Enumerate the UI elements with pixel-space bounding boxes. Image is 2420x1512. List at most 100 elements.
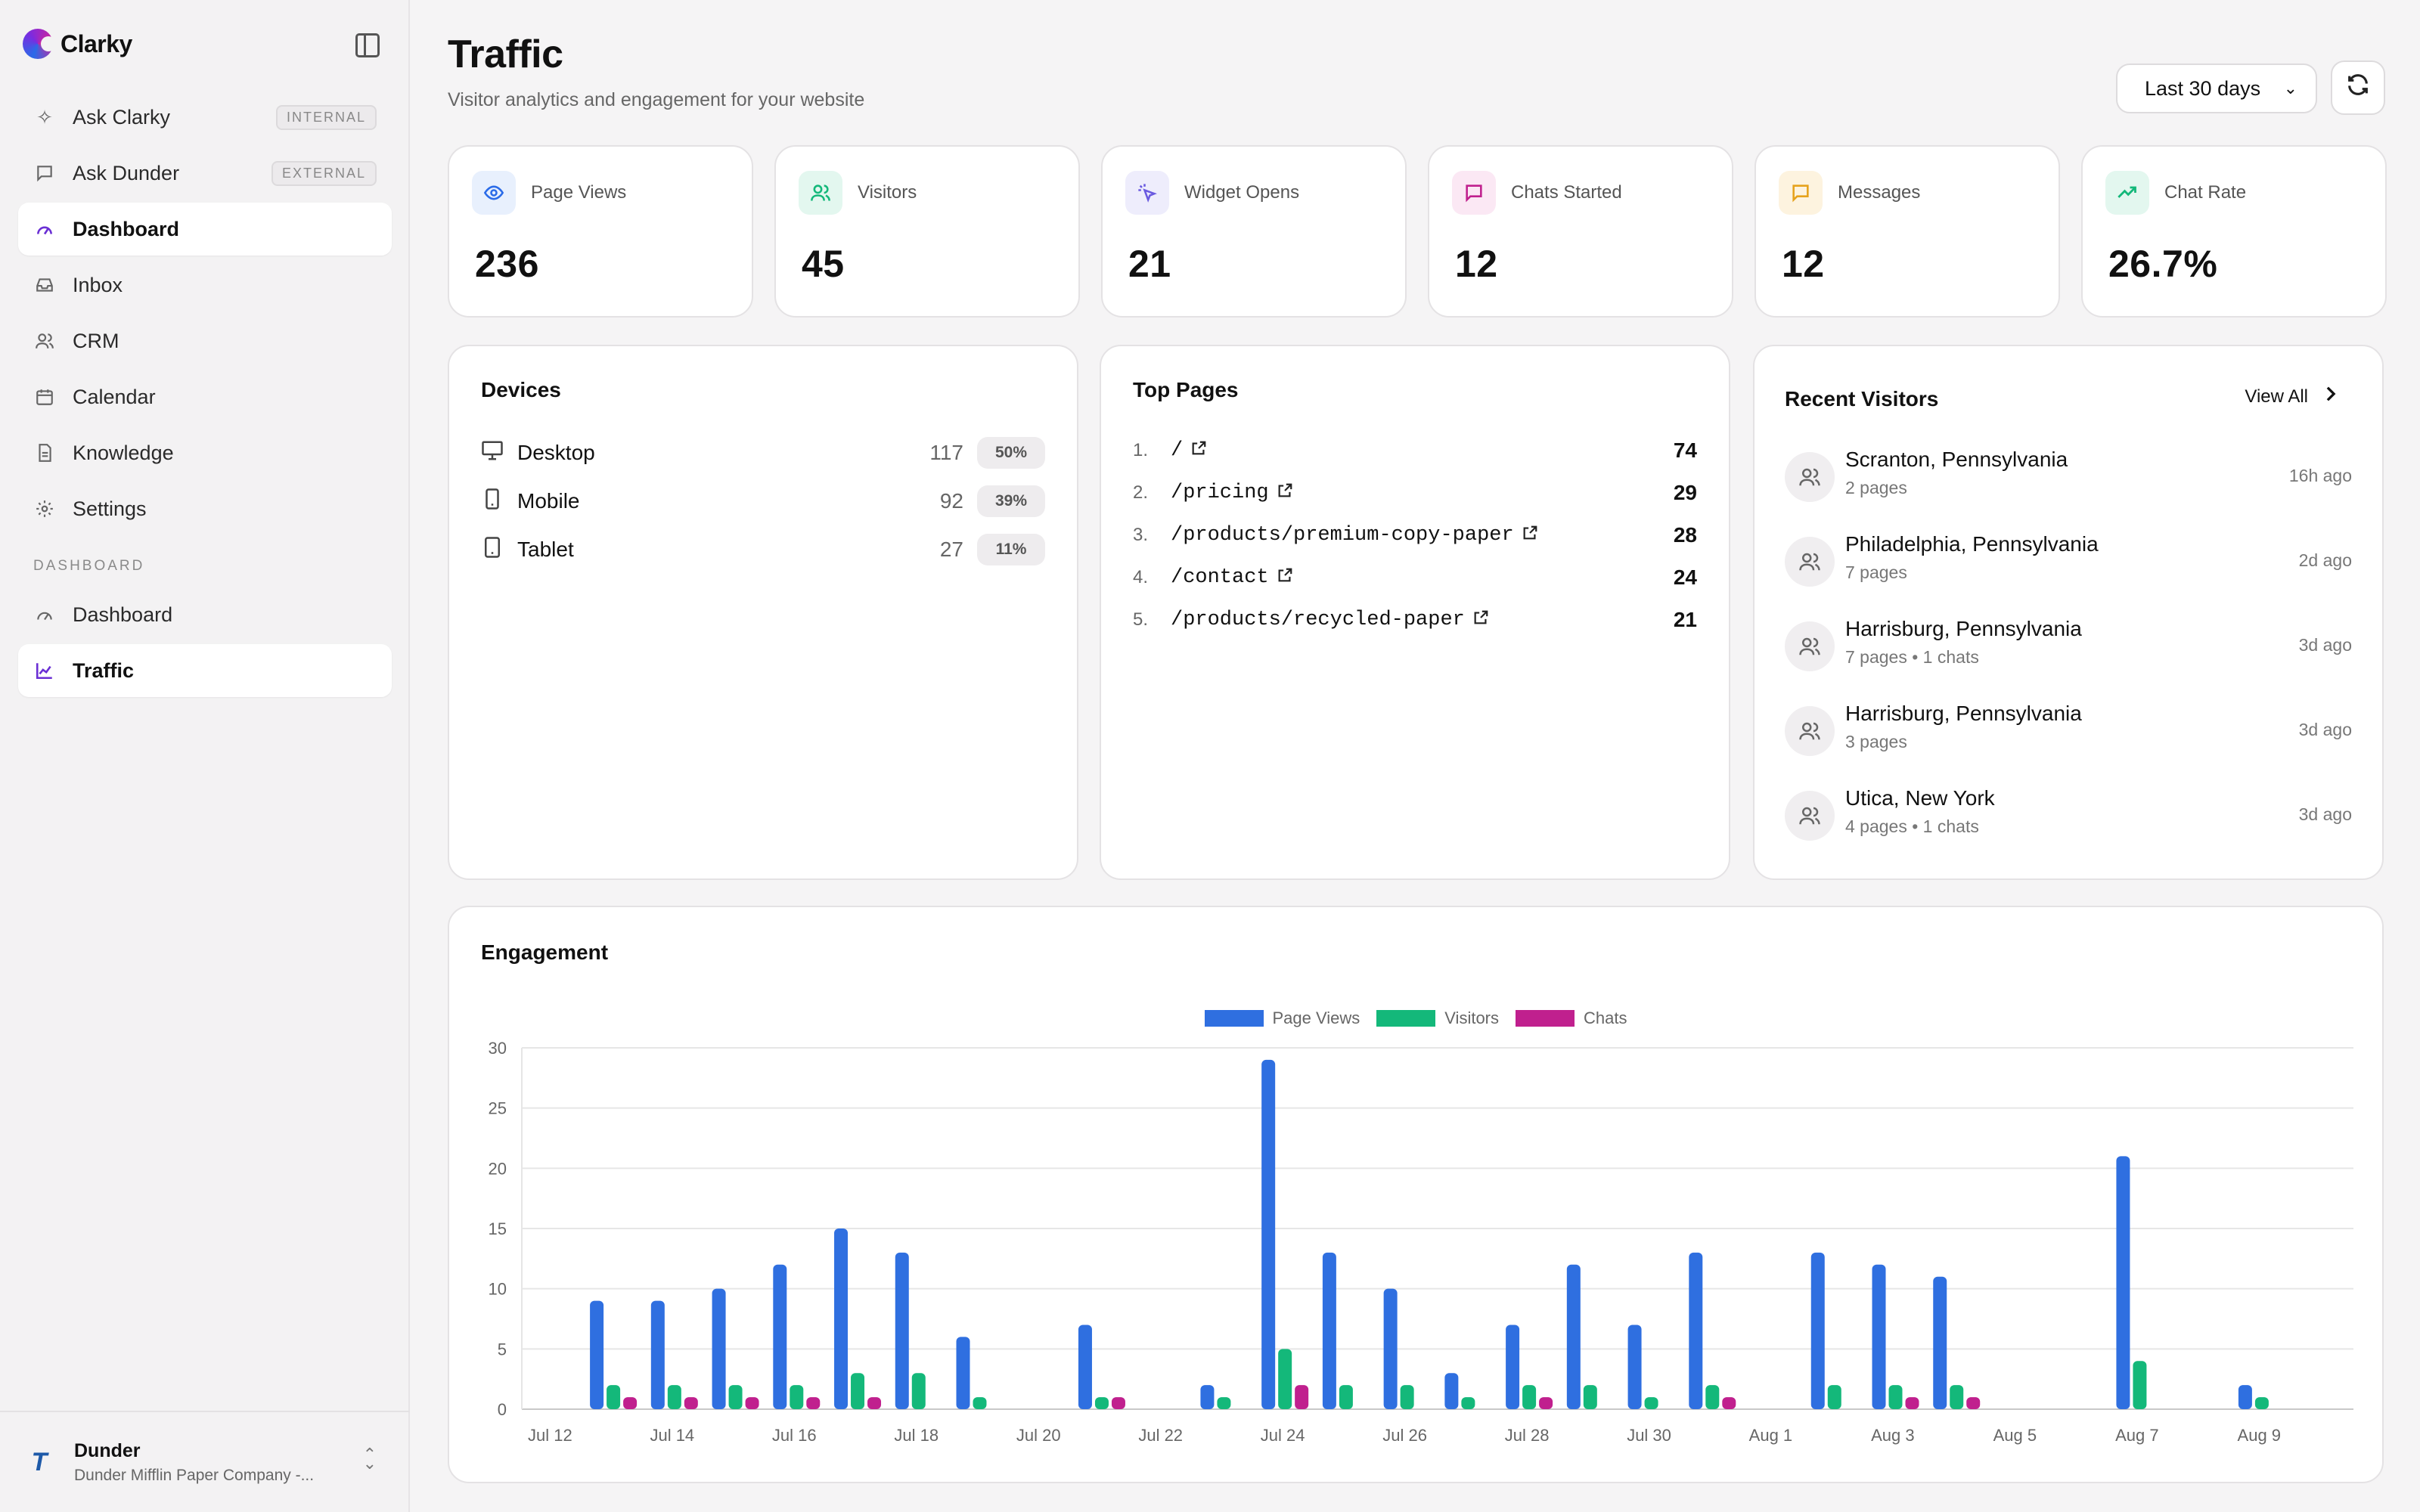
bar-page-views — [1689, 1252, 1703, 1409]
sidebar-item-label: Dashboard — [73, 603, 173, 626]
users-icon — [1785, 452, 1835, 502]
bar-page-views — [2238, 1385, 2252, 1409]
refresh-button[interactable] — [2331, 60, 2385, 115]
visitor-row[interactable]: Harrisburg, Pennsylvania 3 pages 3d ago — [1785, 697, 2352, 765]
bar-page-views — [1444, 1373, 1459, 1409]
top-page-row: 1. / 74 — [1133, 434, 1697, 467]
visitor-meta: 3 pages — [1845, 732, 1907, 751]
x-tick-label: Jul 30 — [1627, 1426, 1671, 1445]
external-link-icon[interactable] — [1190, 440, 1207, 461]
chevron-right-icon — [2325, 386, 2337, 407]
date-range-select[interactable]: Last 30 days ⌄ — [2116, 64, 2317, 113]
legend-item[interactable]: Page Views — [1204, 1009, 1360, 1028]
sidebar-item-calendar[interactable]: Calendar — [18, 370, 392, 423]
trend-up-icon — [2105, 171, 2149, 215]
engagement-title: Engagement — [481, 940, 609, 964]
external-link-icon[interactable] — [1277, 482, 1293, 503]
bar-visitors — [1644, 1397, 1658, 1409]
sidebar-toggle-icon[interactable] — [355, 33, 380, 57]
bar-page-views — [1200, 1385, 1215, 1409]
top-page-path-link[interactable]: / — [1171, 439, 1184, 462]
visitor-row[interactable]: Philadelphia, Pennsylvania 7 pages 2d ago — [1785, 528, 2352, 596]
brand-name: Clarky — [60, 29, 132, 57]
engagement-card: Engagement Page Views Visitors Chats 0 5 10 1… — [448, 906, 2384, 1483]
bar-page-views — [834, 1228, 849, 1409]
visitor-meta: 7 pages — [1845, 562, 1907, 582]
eye-icon — [472, 171, 516, 215]
x-tick-label: Aug 9 — [2238, 1426, 2282, 1445]
stat-value: 12 — [1455, 243, 1498, 285]
sidebar-item-label: Ask Clarky — [73, 105, 171, 129]
bar-visitors — [1400, 1385, 1414, 1409]
top-page-path-link[interactable]: /products/recycled-paper — [1171, 609, 1465, 631]
stat-label: Messages — [1838, 182, 1921, 203]
sidebar-item-crm[interactable]: CRM — [18, 314, 392, 367]
bar-chats — [684, 1397, 698, 1409]
visitor-row[interactable]: Scranton, Pennsylvania 2 pages 16h ago — [1785, 443, 2352, 511]
legend-item[interactable]: Visitors — [1376, 1009, 1499, 1028]
view-all-link[interactable]: View All — [2245, 386, 2337, 407]
top-pages-title: Top Pages — [1133, 378, 1239, 401]
visitor-row[interactable]: Harrisburg, Pennsylvania 7 pages • 1 chat… — [1785, 612, 2352, 680]
device-row-mobile: Mobile 92 39% — [481, 482, 1045, 520]
stat-header: Messages — [1779, 171, 1920, 215]
bar-chats — [867, 1397, 882, 1409]
bar-visitors — [1522, 1385, 1537, 1409]
devices-card: Devices Desktop 117 50% Mobile 92 39% Ta… — [448, 345, 1078, 880]
bar-chats — [1905, 1397, 1919, 1409]
visitor-location: Harrisburg, Pennsylvania — [1845, 702, 2082, 725]
bar-chats — [1966, 1397, 1981, 1409]
stat-label: Widget Opens — [1184, 182, 1300, 203]
sidebar-item-knowledge[interactable]: Knowledge — [18, 426, 392, 479]
sidebar-item-ask-clarky[interactable]: ✧ Ask Clarky INTERNAL — [18, 91, 392, 144]
visitor-location: Harrisburg, Pennsylvania — [1845, 617, 2082, 640]
external-badge: EXTERNAL — [271, 160, 377, 186]
x-tick-label: Jul 20 — [1016, 1426, 1061, 1445]
y-tick-label: 25 — [489, 1099, 507, 1118]
stat-header: Visitors — [799, 171, 917, 215]
sidebar-item-ask-dunder[interactable]: Ask Dunder EXTERNAL — [18, 147, 392, 200]
y-tick-label: 10 — [489, 1280, 507, 1299]
bar-visitors — [667, 1385, 681, 1409]
x-tick-label: Jul 24 — [1261, 1426, 1305, 1445]
stat-card-messages: Messages 12 — [1754, 145, 2060, 318]
sidebar-item-settings[interactable]: Settings — [18, 482, 392, 535]
calendar-icon — [33, 386, 56, 408]
stat-value: 21 — [1128, 243, 1171, 285]
org-switcher[interactable]: T Dunder Dunder Mifflin Paper Company -.… — [0, 1411, 410, 1512]
sidebar-item-label: Settings — [73, 497, 147, 520]
visitor-time: 16h ago — [2288, 466, 2352, 485]
sidebar-item-label: Traffic — [73, 658, 135, 682]
sidebar-item-dashboard-sub[interactable]: Dashboard — [18, 588, 392, 641]
stat-value: 12 — [1782, 243, 1825, 285]
legend-label: Visitors — [1444, 1009, 1500, 1027]
external-link-icon[interactable] — [1472, 609, 1489, 631]
page-subtitle: Visitor analytics and engagement for you… — [448, 89, 865, 110]
stat-label: Chats Started — [1511, 182, 1622, 203]
sidebar-item-inbox[interactable]: Inbox — [18, 259, 392, 311]
brand[interactable]: Clarky — [23, 29, 132, 59]
sidebar-item-label: Ask Dunder — [73, 161, 180, 184]
bar-visitors — [1461, 1397, 1475, 1409]
legend-item[interactable]: Chats — [1516, 1009, 1627, 1028]
y-tick-label: 20 — [489, 1159, 507, 1178]
view-all-label: View All — [2245, 386, 2308, 407]
sidebar-item-traffic[interactable]: Traffic — [18, 644, 392, 697]
refresh-icon — [2345, 72, 2371, 104]
top-page-path-link[interactable]: /products/premium-copy-paper — [1171, 524, 1514, 547]
bar-chats — [1111, 1397, 1125, 1409]
bar-visitors — [1583, 1385, 1597, 1409]
date-range-value: Last 30 days — [2145, 76, 2261, 100]
bar-visitors — [2133, 1361, 2147, 1409]
visitor-row[interactable]: Utica, New York 4 pages • 1 chats 3d ago — [1785, 782, 2352, 850]
top-page-path-link[interactable]: /contact — [1171, 566, 1269, 589]
external-link-icon[interactable] — [1522, 525, 1538, 546]
bar-visitors — [973, 1397, 987, 1409]
sidebar-item-dashboard[interactable]: Dashboard — [18, 203, 392, 256]
top-page-path-link[interactable]: /pricing — [1171, 482, 1269, 504]
x-tick-label: Aug 5 — [1993, 1426, 2037, 1445]
bar-visitors — [1705, 1385, 1720, 1409]
document-icon — [33, 442, 56, 464]
chevron-up-down-icon: ⌃ ⌄ — [362, 1445, 377, 1473]
external-link-icon[interactable] — [1277, 567, 1293, 588]
